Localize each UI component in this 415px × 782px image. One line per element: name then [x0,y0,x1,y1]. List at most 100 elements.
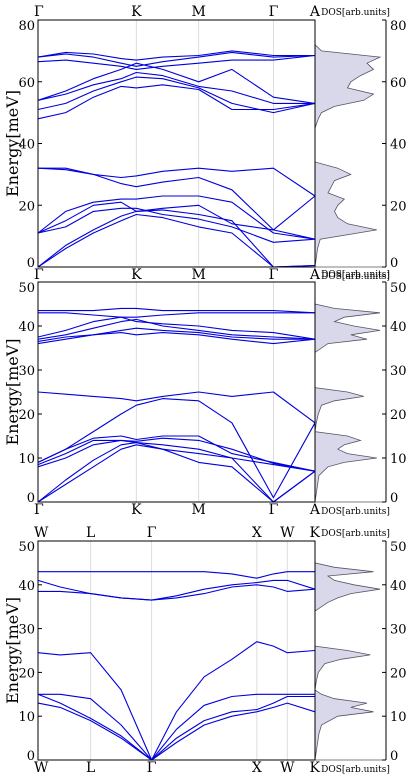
y-tick-label: 60 [18,76,35,91]
phonon-band [37,641,316,761]
phonon-band [37,51,316,67]
kpoint-label-top: A [309,4,321,20]
kpoint-label-bottom: W [34,760,49,776]
phonon-band [37,167,316,231]
y-tick-label-right: 40 [390,138,407,153]
y-tick-label: 50 [18,281,35,296]
kpoint-label-top: W [34,525,49,541]
y-tick-label-right: 10 [390,710,407,725]
y-tick-label-right: 50 [390,281,407,296]
y-tick-label-right: 20 [390,199,407,214]
phonon-band [37,327,315,342]
dos-axis-label-top: DOS[arb.units] [321,8,390,18]
y-tick-label: 10 [18,710,35,725]
kpoint-label-bottom: Γ [34,267,44,283]
kpoint-label-bottom: K [131,267,142,283]
y-tick-label-right: 0 [390,491,398,506]
y-tick-label: 20 [18,666,35,681]
kpoint-label-bottom: W [280,760,295,776]
phonon-band [37,71,315,104]
y-tick-label: 0 [27,749,35,764]
phonon-band [37,693,315,761]
y-tick-label: 40 [18,579,35,594]
phonon-band [37,84,316,120]
y-tick-label-right: 20 [390,666,407,681]
y-tick-label-right: 60 [390,76,407,91]
kpoint-label-bottom: L [86,760,95,776]
y-tick-label: 40 [18,138,35,153]
dos-curve [314,20,382,268]
kpoint-label-bottom: Γ [269,502,279,518]
dos-axis-label-top: DOS[arb.units] [321,529,390,539]
y-axis-label: Energy[meV] [3,597,22,704]
y-tick-label: 30 [18,364,35,379]
kpoint-label-top: L [86,525,95,541]
phonon-band [37,201,316,240]
phonon-band [37,435,316,472]
y-tick-label-right: 80 [390,19,407,34]
phonon-band [37,332,316,345]
y-tick-label-right: 10 [390,452,407,467]
y-tick-label-right: 30 [390,364,407,379]
phonon-band [37,62,316,104]
kpoint-label-bottom: Γ [34,502,44,518]
kpoint-label-bottom: K [131,502,142,518]
y-tick-label-right: 0 [390,749,398,764]
dos-curve [314,541,381,761]
dos-curve [314,282,381,503]
kpoint-label-bottom: X [252,760,262,776]
phonon-band [37,442,316,503]
y-tick-label: 0 [27,491,35,506]
phonon-band [37,437,316,472]
phonon-band [38,571,315,579]
phonon-band [37,702,316,761]
phonon-band [37,213,316,268]
band-panel-frame [37,281,316,503]
y-tick-label: 50 [18,540,35,555]
phonon-band [37,316,316,340]
y-tick-label: 30 [18,623,35,638]
y-tick-label-right: 40 [390,320,407,335]
phonon-band [37,50,315,61]
y-tick-label: 20 [18,199,35,214]
kpoint-label-bottom: K [310,760,321,776]
phonon-band [37,391,316,424]
kpoint-label-top: Γ [147,525,157,541]
y-axis-label: Energy[meV] [3,338,22,445]
dos-axis-label: DOS[arb.units] [321,507,390,517]
dos-axis-label: DOS[arb.units] [321,765,390,775]
y-tick-label: 80 [18,19,35,34]
y-tick-label-right: 0 [390,256,398,271]
kpoint-label-top: X [252,525,262,541]
phonon-band [38,307,316,314]
y-axis-label: Energy[meV] [3,90,22,197]
kpoint-label-top: K [131,4,142,20]
phonon-band [37,444,316,503]
kpoint-label-bottom: M [191,502,205,518]
phonon-band [37,209,316,268]
phonon-band [38,167,316,197]
phonon-band [37,207,316,243]
phonon-band [38,312,315,318]
phonon-band [37,579,316,601]
dos-axis-label-top: DOS[arb.units] [321,270,390,280]
phonon-band [37,76,316,114]
y-tick-label-right: 40 [390,579,407,594]
kpoint-label-bottom: Γ [147,760,157,776]
phonon-band [38,693,315,761]
phonon-band [37,398,316,499]
kpoint-label-bottom: A [309,267,321,283]
dos-axis-label: DOS[arb.units] [321,272,390,282]
kpoint-label-top: W [280,525,295,541]
band-panel-frame [37,540,316,761]
kpoint-label-top: M [191,4,205,20]
kpoint-label-bottom: M [191,267,205,283]
y-tick-label: 40 [18,320,35,335]
y-tick-label: 0 [27,256,35,271]
y-tick-label-right: 50 [390,540,407,555]
y-tick-label: 20 [18,408,35,423]
y-tick-label-right: 20 [390,408,407,423]
phonon-band [38,584,316,601]
phonon-band [37,54,316,70]
